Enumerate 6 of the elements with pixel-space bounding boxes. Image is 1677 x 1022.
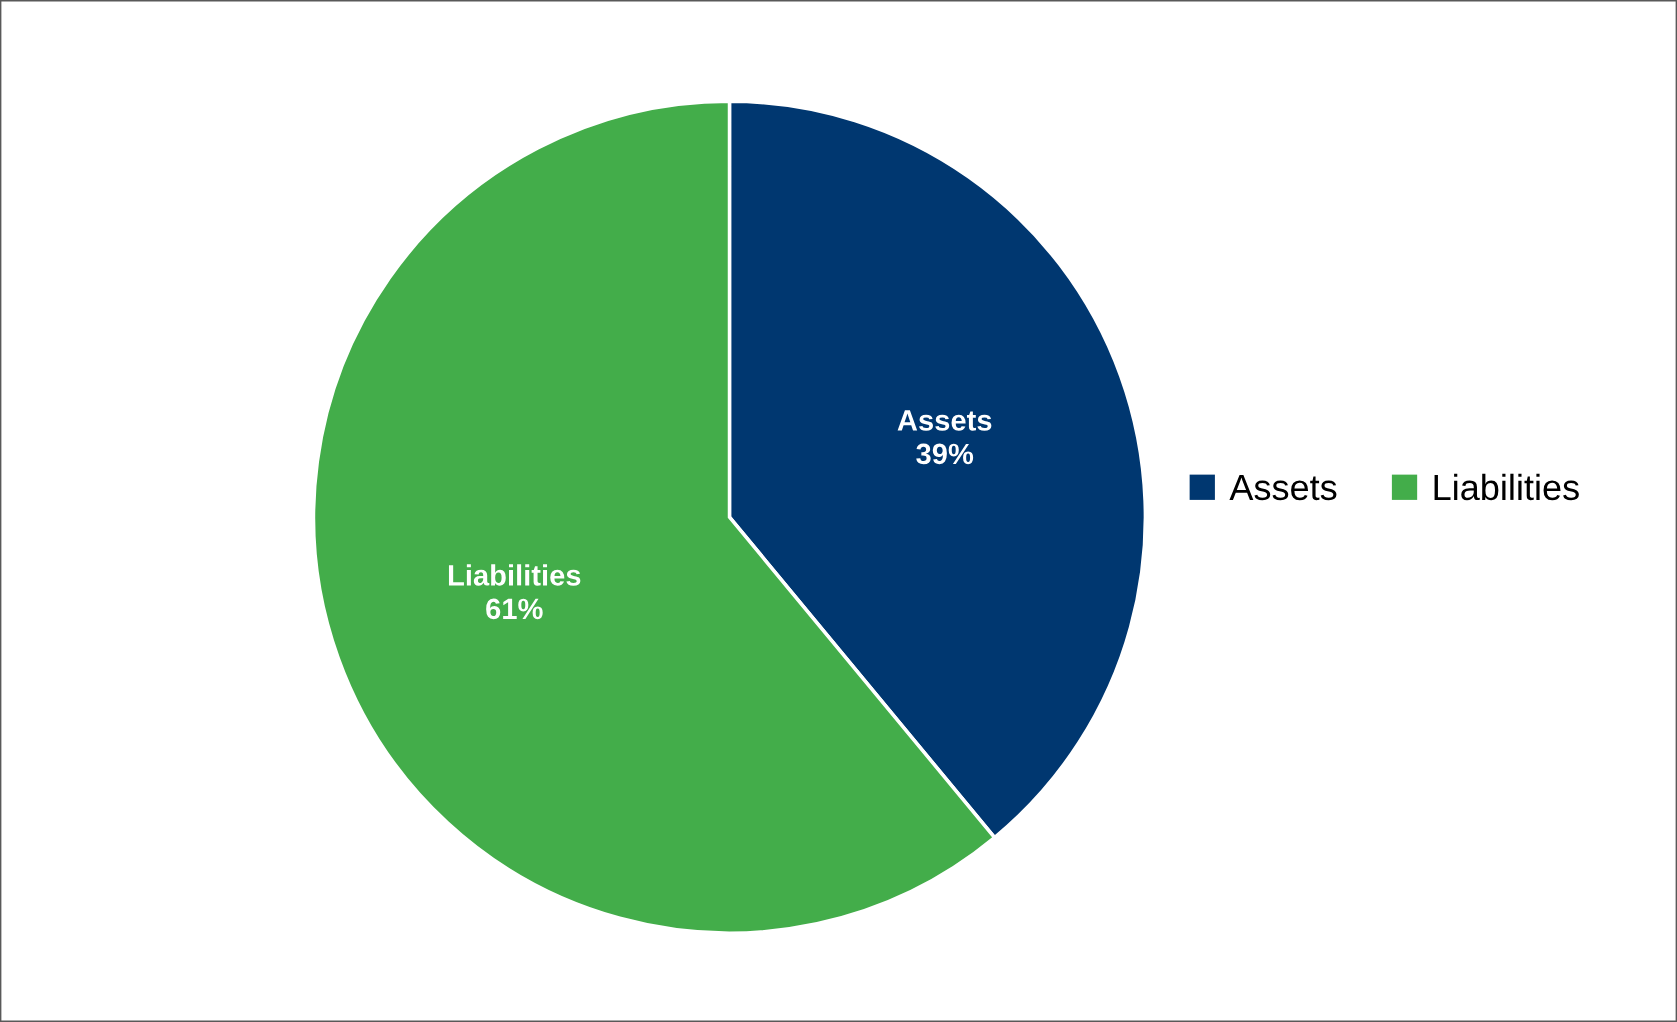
legend-label: Liabilities (1434, 473, 1579, 501)
legend-label: Assets (1229, 475, 1337, 501)
data-label: 61% (486, 598, 543, 620)
slice-label: Liabilities (448, 564, 581, 586)
data-label: 39% (916, 443, 974, 465)
slice-label: Assets (897, 410, 992, 431)
